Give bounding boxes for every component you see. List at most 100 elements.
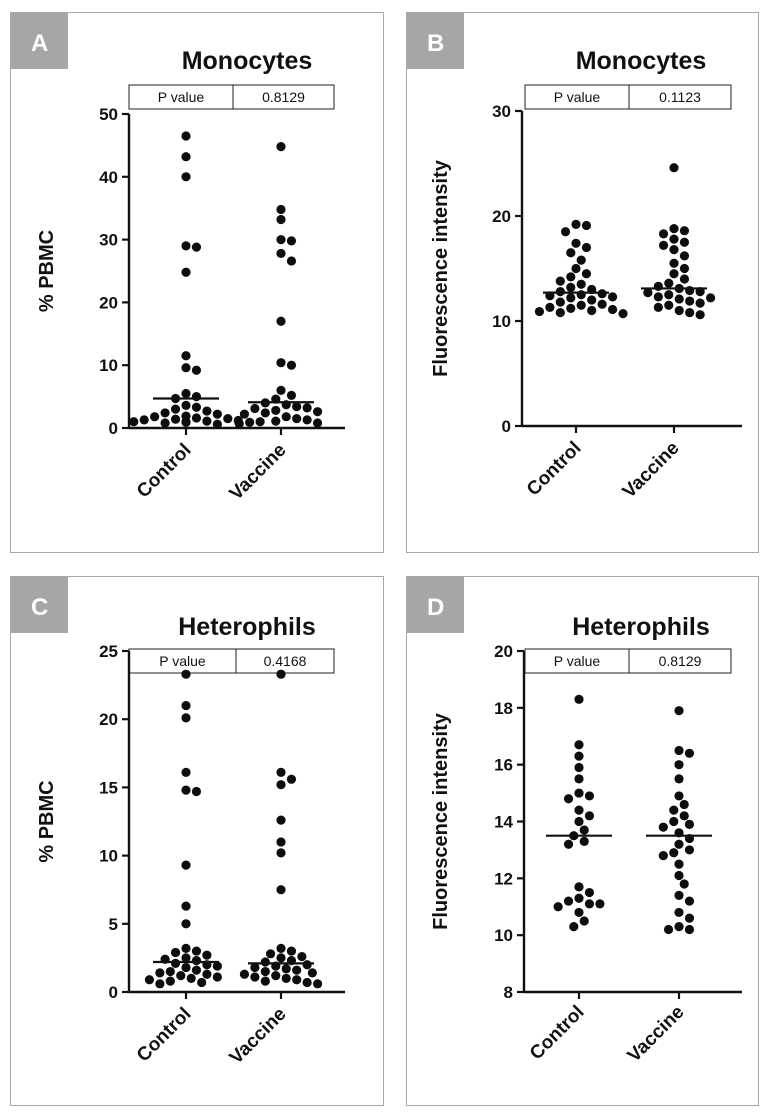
data-point: [664, 278, 674, 288]
data-point: [574, 893, 584, 903]
data-point: [643, 288, 653, 298]
data-point: [574, 907, 584, 918]
y-tick-label: 10: [99, 847, 118, 866]
y-tick-label: 12: [494, 869, 513, 888]
data-point: [569, 922, 579, 932]
data-point: [679, 226, 690, 236]
data-point: [581, 269, 592, 279]
data-point: [155, 979, 165, 989]
data-point: [191, 402, 202, 412]
data-point: [674, 706, 684, 716]
data-point: [181, 669, 191, 679]
y-tick-label: 0: [502, 417, 511, 436]
data-point: [579, 916, 589, 926]
data-point: [581, 220, 592, 231]
data-point: [191, 392, 202, 402]
data-point: [674, 745, 684, 756]
y-tick-label: 16: [494, 756, 513, 775]
data-point: [165, 976, 175, 986]
data-point: [607, 304, 618, 315]
panel-letter-tab: [407, 577, 464, 633]
data-point: [563, 794, 574, 804]
data-point: [276, 248, 286, 259]
data-point: [566, 303, 576, 313]
data-point: [597, 299, 607, 309]
data-point: [669, 816, 679, 827]
data-point: [286, 390, 297, 400]
y-axis-label: Fluorescence intensity: [430, 712, 452, 930]
data-point: [191, 786, 202, 797]
data-point: [160, 418, 170, 428]
data-point: [181, 400, 191, 410]
data-point: [574, 774, 584, 784]
data-point: [679, 237, 690, 247]
chart-svg-b: B Monocytes P value 0.1123 0 10 20 30 Fluorescen…: [407, 13, 742, 503]
data-point: [685, 285, 695, 296]
data-point: [581, 242, 592, 253]
data-point: [571, 219, 581, 229]
y-tick-label: 30: [99, 231, 118, 250]
data-point: [607, 292, 618, 302]
data-point: [250, 403, 260, 414]
data-point: [250, 972, 260, 982]
x-category-label: Control: [133, 1004, 196, 1067]
data-point: [255, 417, 265, 427]
data-point: [302, 415, 312, 425]
panel-letter: B: [427, 30, 444, 57]
data-point: [674, 774, 684, 784]
data-point: [312, 407, 323, 417]
data-point: [191, 956, 202, 966]
p-value-box: P value 0.8129: [524, 648, 732, 674]
data-point: [276, 669, 286, 679]
data-point: [292, 413, 302, 424]
data-point: [297, 951, 307, 962]
p-value-number: 0.4168: [264, 653, 307, 669]
data-point: [276, 204, 286, 215]
data-point: [150, 412, 160, 422]
chart-title: Monocytes: [576, 47, 707, 75]
data-point: [653, 281, 663, 291]
data-point: [579, 836, 589, 846]
data-point: [674, 294, 684, 304]
panel-b: B Monocytes P value 0.1123 0 10 20 30 Fluorescen…: [406, 12, 759, 553]
data-point: [212, 419, 222, 429]
data-point: [302, 403, 312, 413]
data-point: [181, 700, 191, 711]
chart-svg-d: D Heterophils P value 0.8129 8 10 12 14 16 18 20 Fl…: [407, 577, 742, 1067]
data-point: [574, 805, 584, 815]
panel-letter-tab: [407, 13, 464, 69]
data-point: [181, 785, 191, 795]
data-point: [271, 971, 281, 981]
x-category-label: Control: [526, 1002, 589, 1065]
data-point: [286, 946, 297, 956]
data-point: [202, 950, 212, 960]
y-tick-label: 20: [99, 710, 118, 729]
data-point: [181, 363, 191, 373]
data-point: [212, 961, 222, 971]
data-point: [276, 815, 286, 825]
data-point: [181, 767, 191, 777]
data-point: [281, 412, 291, 422]
data-point: [181, 388, 191, 399]
p-value-box: P value 0.4168: [128, 648, 335, 674]
data-point: [684, 748, 695, 758]
data-point: [181, 152, 191, 162]
data-point: [674, 305, 684, 316]
data-point: [574, 816, 584, 827]
data-point: [563, 839, 574, 849]
data-point: [181, 953, 191, 963]
data-point: [170, 947, 181, 958]
data-point: [170, 404, 181, 414]
p-value-label: P value: [158, 89, 205, 105]
y-tick-label: 15: [99, 778, 118, 797]
data-point: [181, 131, 191, 141]
data-point: [181, 901, 191, 911]
y-tick-label: 5: [109, 915, 118, 934]
chart-svg-c: C Heterophils P value 0.4168 0 5 10 15 20 25 % PBM…: [11, 577, 345, 1069]
data-point: [260, 966, 270, 977]
data-point: [181, 919, 191, 929]
data-point: [684, 896, 695, 906]
data-point: [286, 774, 297, 784]
data-point: [595, 899, 605, 909]
data-point: [281, 964, 291, 974]
